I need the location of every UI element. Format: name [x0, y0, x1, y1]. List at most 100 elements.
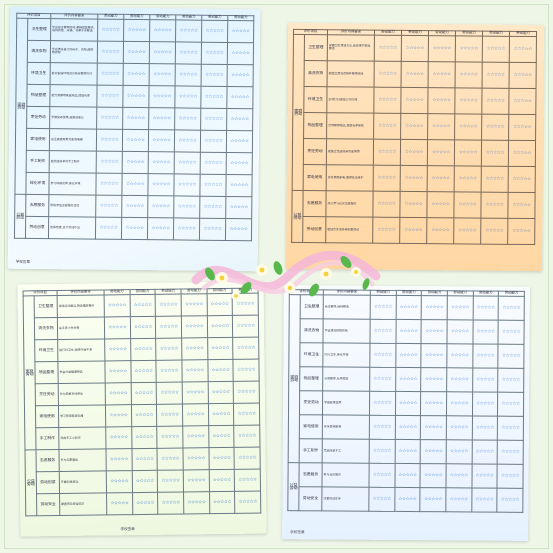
star-rating[interactable]: ☆☆☆☆☆: [446, 367, 473, 392]
star-rating[interactable]: ☆☆☆☆☆: [427, 87, 456, 114]
star-rating[interactable]: ☆☆☆☆☆: [497, 367, 524, 393]
star-rating[interactable]: ☆☆☆☆☆: [480, 217, 508, 245]
star-rating[interactable]: ☆☆☆☆☆: [394, 463, 421, 488]
star-rating[interactable]: ☆☆☆☆☆: [446, 415, 473, 440]
star-rating[interactable]: ☆☆☆☆☆: [369, 439, 395, 464]
star-rating[interactable]: ☆☆☆☆☆: [497, 487, 523, 513]
star-rating[interactable]: ☆☆☆☆☆: [96, 150, 123, 174]
star-rating[interactable]: ☆☆☆☆☆: [149, 63, 176, 86]
star-rating[interactable]: ☆☆☆☆☆: [130, 382, 157, 405]
star-rating[interactable]: ☆☆☆☆☆: [148, 151, 175, 174]
star-rating[interactable]: ☆☆☆☆☆: [225, 196, 252, 219]
star-rating[interactable]: ☆☆☆☆☆: [148, 107, 175, 130]
star-rating[interactable]: ☆☆☆☆☆: [368, 463, 395, 488]
star-rating[interactable]: ☆☆☆☆☆: [395, 319, 422, 344]
star-rating[interactable]: ☆☆☆☆☆: [401, 61, 429, 88]
star-rating[interactable]: ☆☆☆☆☆: [226, 152, 253, 175]
star-rating[interactable]: ☆☆☆☆☆: [95, 216, 122, 240]
star-rating[interactable]: ☆☆☆☆☆: [149, 19, 176, 42]
star-rating[interactable]: ☆☆☆☆☆: [227, 20, 254, 43]
star-rating[interactable]: ☆☆☆☆☆: [201, 41, 228, 65]
star-rating[interactable]: ☆☆☆☆☆: [481, 87, 510, 115]
star-rating[interactable]: ☆☆☆☆☆: [147, 217, 174, 240]
star-rating[interactable]: ☆☆☆☆☆: [482, 35, 510, 63]
star-rating[interactable]: ☆☆☆☆☆: [123, 41, 150, 64]
star-rating[interactable]: ☆☆☆☆☆: [426, 191, 455, 218]
star-rating[interactable]: ☆☆☆☆☆: [123, 19, 150, 42]
star-rating[interactable]: ☆☆☆☆☆: [122, 129, 149, 152]
star-rating[interactable]: ☆☆☆☆☆: [105, 382, 132, 405]
star-rating[interactable]: ☆☆☆☆☆: [131, 426, 158, 449]
star-rating[interactable]: ☆☆☆☆☆: [446, 391, 473, 416]
star-rating[interactable]: ☆☆☆☆☆: [106, 492, 133, 515]
star-rating[interactable]: ☆☆☆☆☆: [181, 359, 208, 382]
star-rating[interactable]: ☆☆☆☆☆: [155, 315, 182, 339]
star-rating[interactable]: ☆☆☆☆☆: [233, 358, 260, 382]
star-rating[interactable]: ☆☆☆☆☆: [130, 316, 156, 339]
star-rating[interactable]: ☆☆☆☆☆: [472, 343, 499, 368]
star-rating[interactable]: ☆☆☆☆☆: [395, 343, 422, 368]
star-rating[interactable]: ☆☆☆☆☆: [447, 295, 473, 320]
star-rating[interactable]: ☆☆☆☆☆: [428, 35, 456, 62]
star-rating[interactable]: ☆☆☆☆☆: [369, 343, 396, 368]
star-rating[interactable]: ☆☆☆☆☆: [471, 487, 498, 512]
star-rating[interactable]: ☆☆☆☆☆: [156, 359, 183, 383]
star-rating[interactable]: ☆☆☆☆☆: [208, 425, 235, 448]
star-rating[interactable]: ☆☆☆☆☆: [208, 447, 235, 470]
star-rating[interactable]: ☆☆☆☆☆: [453, 191, 482, 218]
star-rating[interactable]: ☆☆☆☆☆: [200, 151, 227, 175]
star-rating[interactable]: ☆☆☆☆☆: [174, 107, 201, 130]
star-rating[interactable]: ☆☆☆☆☆: [497, 391, 524, 417]
star-rating[interactable]: ☆☆☆☆☆: [149, 41, 176, 64]
star-rating[interactable]: ☆☆☆☆☆: [132, 492, 159, 515]
star-rating[interactable]: ☆☆☆☆☆: [225, 174, 253, 197]
star-rating[interactable]: ☆☆☆☆☆: [181, 315, 208, 338]
star-rating[interactable]: ☆☆☆☆☆: [183, 491, 210, 514]
star-rating[interactable]: ☆☆☆☆☆: [471, 415, 498, 440]
star-rating[interactable]: ☆☆☆☆☆: [421, 295, 448, 320]
star-rating[interactable]: ☆☆☆☆☆: [421, 343, 447, 368]
star-rating[interactable]: ☆☆☆☆☆: [199, 217, 226, 241]
star-rating[interactable]: ☆☆☆☆☆: [509, 62, 537, 89]
star-rating[interactable]: ☆☆☆☆☆: [201, 63, 228, 87]
star-rating[interactable]: ☆☆☆☆☆: [400, 113, 428, 140]
star-rating[interactable]: ☆☆☆☆☆: [420, 463, 447, 488]
star-rating[interactable]: ☆☆☆☆☆: [508, 88, 537, 115]
star-rating[interactable]: ☆☆☆☆☆: [226, 130, 253, 153]
star-rating[interactable]: ☆☆☆☆☆: [498, 319, 525, 345]
star-rating[interactable]: ☆☆☆☆☆: [121, 217, 148, 240]
star-rating[interactable]: ☆☆☆☆☆: [157, 491, 184, 515]
star-rating[interactable]: ☆☆☆☆☆: [233, 380, 260, 404]
star-rating[interactable]: ☆☆☆☆☆: [104, 338, 131, 361]
star-rating[interactable]: ☆☆☆☆☆: [369, 415, 396, 440]
star-rating[interactable]: ☆☆☆☆☆: [234, 490, 261, 514]
star-rating[interactable]: ☆☆☆☆☆: [497, 439, 524, 465]
star-rating[interactable]: ☆☆☆☆☆: [373, 138, 401, 166]
star-rating[interactable]: ☆☆☆☆☆: [208, 403, 234, 426]
star-rating[interactable]: ☆☆☆☆☆: [454, 87, 483, 114]
star-rating[interactable]: ☆☆☆☆☆: [427, 139, 455, 166]
star-rating[interactable]: ☆☆☆☆☆: [122, 107, 149, 130]
star-rating[interactable]: ☆☆☆☆☆: [428, 61, 456, 88]
star-rating[interactable]: ☆☆☆☆☆: [471, 463, 498, 488]
star-rating[interactable]: ☆☆☆☆☆: [233, 402, 260, 426]
star-rating[interactable]: ☆☆☆☆☆: [105, 426, 132, 449]
star-rating[interactable]: ☆☆☆☆☆: [148, 85, 176, 108]
star-rating[interactable]: ☆☆☆☆☆: [157, 469, 184, 493]
star-rating[interactable]: ☆☆☆☆☆: [97, 40, 124, 64]
star-rating[interactable]: ☆☆☆☆☆: [174, 151, 201, 174]
star-rating[interactable]: ☆☆☆☆☆: [420, 391, 447, 416]
star-rating[interactable]: ☆☆☆☆☆: [472, 391, 498, 416]
star-rating[interactable]: ☆☆☆☆☆: [207, 381, 234, 404]
star-rating[interactable]: ☆☆☆☆☆: [374, 34, 402, 62]
star-rating[interactable]: ☆☆☆☆☆: [508, 114, 536, 141]
star-rating[interactable]: ☆☆☆☆☆: [121, 195, 148, 218]
star-rating[interactable]: ☆☆☆☆☆: [181, 337, 208, 360]
star-rating[interactable]: ☆☆☆☆☆: [131, 448, 158, 471]
star-rating[interactable]: ☆☆☆☆☆: [104, 316, 131, 339]
star-rating[interactable]: ☆☆☆☆☆: [175, 41, 202, 64]
star-rating[interactable]: ☆☆☆☆☆: [480, 191, 509, 219]
star-rating[interactable]: ☆☆☆☆☆: [147, 173, 175, 196]
star-rating[interactable]: ☆☆☆☆☆: [399, 191, 428, 218]
star-rating[interactable]: ☆☆☆☆☆: [395, 295, 422, 320]
